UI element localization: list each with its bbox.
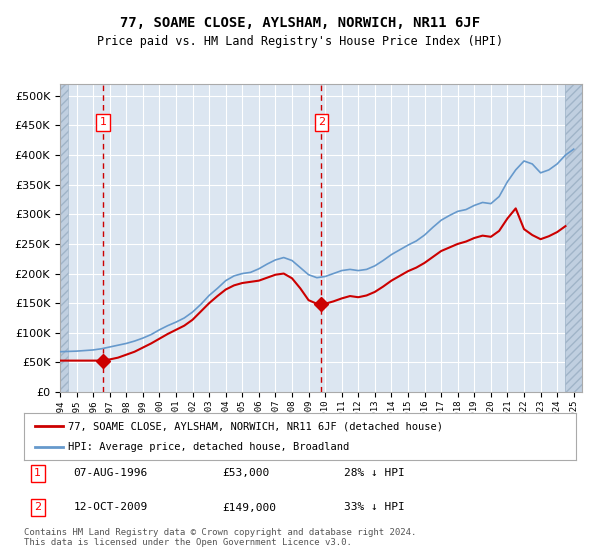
Text: HPI: Average price, detached house, Broadland: HPI: Average price, detached house, Broa…: [68, 442, 349, 452]
Bar: [60, 84, 68, 392]
Text: £149,000: £149,000: [223, 502, 277, 512]
Text: Contains HM Land Registry data © Crown copyright and database right 2024.
This d: Contains HM Land Registry data © Crown c…: [24, 528, 416, 547]
Bar: [565, 84, 582, 392]
Text: 12-OCT-2009: 12-OCT-2009: [74, 502, 148, 512]
Text: £53,000: £53,000: [223, 468, 270, 478]
Text: 28% ↓ HPI: 28% ↓ HPI: [344, 468, 405, 478]
Text: 2: 2: [34, 502, 41, 512]
Text: 1: 1: [34, 468, 41, 478]
Text: Price paid vs. HM Land Registry's House Price Index (HPI): Price paid vs. HM Land Registry's House …: [97, 35, 503, 48]
Text: 1: 1: [100, 118, 106, 128]
Text: 07-AUG-1996: 07-AUG-1996: [74, 468, 148, 478]
Text: 77, SOAME CLOSE, AYLSHAM, NORWICH, NR11 6JF: 77, SOAME CLOSE, AYLSHAM, NORWICH, NR11 …: [120, 16, 480, 30]
Text: 33% ↓ HPI: 33% ↓ HPI: [344, 502, 405, 512]
Text: 2: 2: [318, 118, 325, 128]
Text: 77, SOAME CLOSE, AYLSHAM, NORWICH, NR11 6JF (detached house): 77, SOAME CLOSE, AYLSHAM, NORWICH, NR11 …: [68, 421, 443, 431]
